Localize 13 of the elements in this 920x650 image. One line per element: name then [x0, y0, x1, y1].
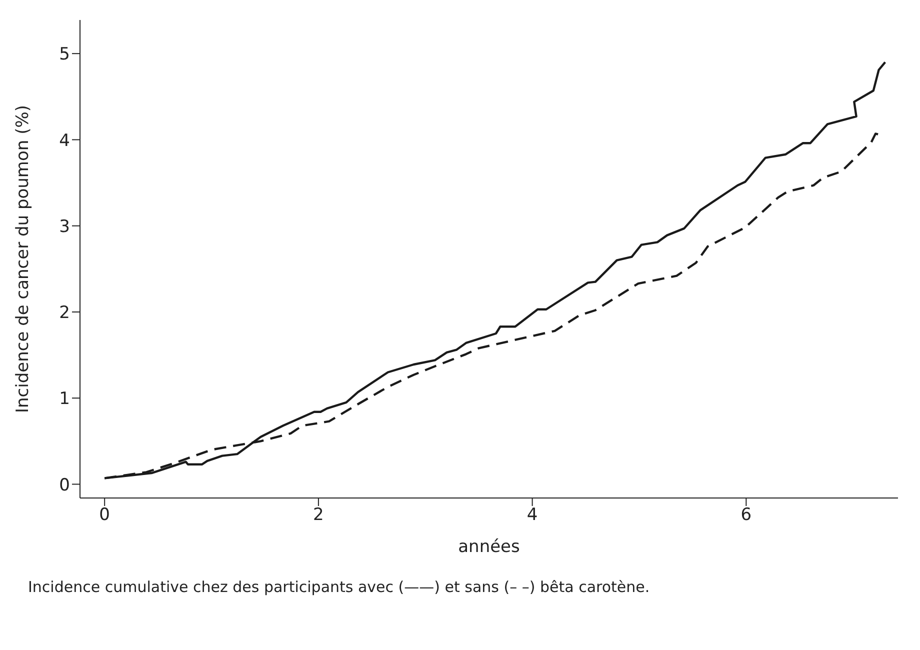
y-tick-label: 5: [59, 44, 70, 65]
y-tick-label: 3: [59, 216, 70, 237]
y-tick-label: 0: [59, 475, 70, 496]
y-tick-label: 2: [59, 303, 70, 324]
x-tick-label: 2: [313, 505, 324, 526]
x-tick-label: 6: [740, 505, 752, 526]
y-tick-label: 1: [59, 389, 70, 410]
x-tick-label: 0: [99, 505, 110, 526]
y-axis-title: Incidence de cancer du poumon (%): [13, 105, 34, 413]
text: Incidence cumulative chez des participants avec (——) et sans (– –) bêta carotène.: [27, 578, 651, 596]
x-tick-label: 4: [526, 505, 538, 526]
x-axis-title: années: [458, 537, 520, 557]
y-tick-label: 4: [59, 130, 70, 151]
